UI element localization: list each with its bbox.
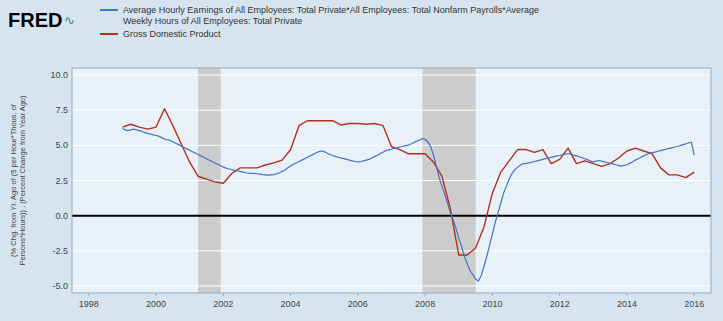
y-tick-label: 10.0 (50, 70, 68, 80)
x-tick (694, 293, 695, 296)
grid-line (72, 250, 711, 251)
x-tick (425, 293, 426, 296)
zero-line (72, 215, 711, 217)
x-tick (290, 293, 291, 296)
logo-icon: ∿ (64, 13, 75, 28)
text-line: Gross Domestic Product (123, 29, 221, 39)
y-tick-label: 5.0 (55, 140, 68, 150)
legend-swatch (100, 33, 118, 35)
chart: FRED∿ Average Hourly Earnings of All Empl… (0, 0, 723, 321)
legend-label: Average Hourly Earnings of All Employees… (123, 5, 539, 26)
x-tick (492, 293, 493, 296)
legend-swatch (100, 9, 118, 11)
legend-label: Gross Domestic Product (123, 29, 221, 39)
series-line (122, 128, 694, 281)
plot-area (72, 68, 711, 293)
x-tick-label: 2002 (213, 299, 233, 309)
x-tick-label: 2012 (550, 299, 570, 309)
grid-line (72, 110, 711, 111)
plot-background (72, 68, 711, 293)
x-tick (156, 293, 157, 296)
grid-line (72, 215, 711, 216)
x-tick-label: 2004 (281, 299, 301, 309)
x-tick (223, 293, 224, 296)
series-line (122, 109, 694, 255)
text-line: Average Hourly Earnings of All Employees… (123, 5, 539, 15)
x-tick-label: 2008 (415, 299, 435, 309)
x-tick-label: 2010 (482, 299, 502, 309)
x-tick (626, 293, 627, 296)
plot-frame (72, 68, 711, 293)
y-tick-label: -5.0 (52, 281, 68, 291)
logo: FRED (8, 9, 62, 31)
y-tick-label: 0.0 (55, 211, 68, 221)
x-tick (559, 293, 560, 296)
x-tick-label: 2000 (146, 299, 166, 309)
x-tick-label: 2014 (617, 299, 637, 309)
y-tick-label: 7.5 (55, 105, 68, 115)
x-tick (88, 293, 89, 296)
text-line: Persons*Hours)) , (Percent Change from Y… (18, 95, 27, 266)
y-tick-label: -2.5 (52, 246, 68, 256)
grid-line (72, 285, 711, 286)
x-tick-label: 2006 (348, 299, 368, 309)
background (0, 0, 723, 321)
text-line: Weekly Hours of All Employees: Total Pri… (123, 16, 302, 26)
y-tick-label: 2.5 (55, 176, 68, 186)
x-tick-label: 1998 (79, 299, 99, 309)
grid-line (72, 75, 711, 76)
x-tick (357, 293, 358, 296)
x-tick-label: 2016 (684, 299, 704, 309)
grid-line (72, 180, 711, 181)
y-axis-label: (% Chg. from Yr. Ago of ($ per Hour*Thou… (9, 95, 27, 266)
legend: Average Hourly Earnings of All Employees… (100, 5, 539, 39)
text-line: (% Chg. from Yr. Ago of ($ per Hour*Thou… (9, 103, 18, 257)
